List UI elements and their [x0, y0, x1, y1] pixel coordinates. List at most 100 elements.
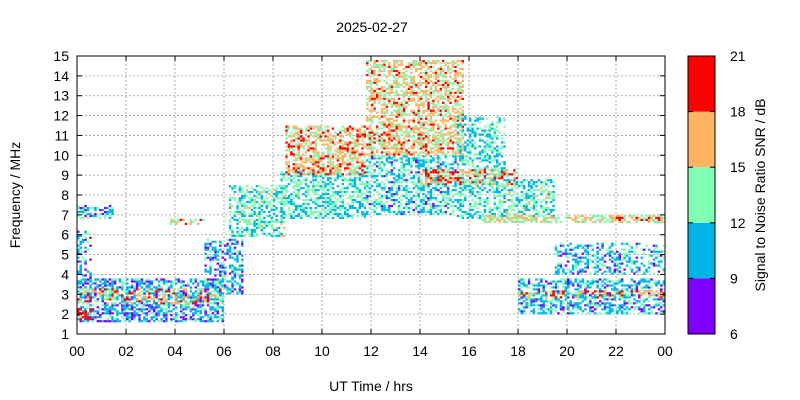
snr-cell	[434, 145, 438, 148]
snr-cell	[476, 165, 479, 168]
snr-cell	[79, 312, 82, 315]
snr-cell	[412, 187, 415, 190]
snr-cell	[500, 169, 504, 172]
snr-cell	[449, 133, 452, 136]
snr-cell	[446, 137, 450, 140]
snr-cell	[446, 115, 450, 118]
snr-cell	[228, 204, 232, 208]
snr-cell	[395, 187, 398, 190]
snr-cell	[140, 290, 144, 293]
snr-cell	[108, 320, 112, 323]
snr-cell	[378, 93, 381, 96]
snr-cell	[211, 306, 215, 309]
snr-cell	[373, 155, 376, 158]
snr-cell	[488, 125, 492, 128]
snr-cell	[126, 288, 129, 291]
snr-cell	[99, 296, 102, 299]
snr-cell	[214, 306, 217, 309]
snr-cell	[464, 171, 467, 174]
snr-cell	[437, 149, 440, 152]
snr-cell	[126, 278, 129, 281]
snr-cell	[515, 181, 519, 184]
snr-cell	[346, 173, 349, 176]
snr-cell	[449, 139, 452, 142]
snr-cell	[77, 290, 80, 293]
snr-cell	[77, 314, 80, 317]
snr-cell	[471, 204, 474, 208]
snr-cell	[329, 169, 332, 172]
snr-cell	[368, 131, 371, 134]
snr-cell	[397, 125, 401, 128]
snr-cell	[275, 195, 278, 198]
snr-cell	[434, 69, 438, 73]
snr-cell	[128, 290, 131, 293]
snr-cell	[287, 195, 291, 198]
snr-cell	[111, 316, 114, 319]
snr-cell	[481, 212, 484, 216]
snr-cell	[393, 67, 396, 71]
snr-cell	[402, 77, 406, 80]
snr-cell	[446, 79, 450, 82]
snr-cell	[89, 276, 92, 279]
snr-cell	[424, 177, 428, 180]
snr-cell	[405, 163, 408, 166]
snr-cell	[410, 77, 413, 80]
snr-cell	[339, 208, 342, 212]
snr-cell	[530, 216, 533, 219]
snr-cell	[393, 195, 396, 198]
snr-cell	[478, 201, 482, 204]
snr-cell	[339, 175, 342, 178]
snr-cell	[79, 298, 82, 301]
snr-cell	[513, 183, 516, 186]
snr-cell	[295, 193, 298, 196]
snr-cell	[358, 179, 362, 182]
snr-cell	[79, 266, 82, 269]
snr-cell	[424, 97, 428, 100]
snr-cell	[397, 201, 401, 204]
snr-cell	[228, 250, 232, 253]
snr-cell	[206, 304, 210, 307]
snr-cell	[219, 316, 222, 319]
snr-cell	[385, 131, 389, 134]
snr-cell	[393, 65, 396, 69]
snr-cell	[451, 173, 455, 176]
snr-cell	[167, 286, 171, 289]
snr-cell	[322, 204, 325, 208]
snr-cell	[326, 153, 330, 156]
snr-cell	[153, 294, 156, 297]
snr-cell	[412, 63, 415, 67]
snr-cell	[231, 268, 234, 271]
snr-cell	[339, 129, 342, 132]
snr-cell	[373, 63, 376, 67]
snr-cell	[513, 171, 516, 174]
snr-cell	[429, 199, 433, 202]
snr-cell	[395, 212, 398, 216]
snr-cell	[130, 308, 134, 311]
snr-cell	[138, 302, 141, 305]
snr-cell	[312, 189, 315, 192]
snr-cell	[427, 197, 430, 200]
snr-cell	[324, 212, 327, 216]
snr-cell	[456, 115, 460, 118]
snr-cell	[400, 202, 403, 206]
snr-cell	[464, 187, 467, 190]
snr-cell	[456, 101, 460, 104]
snr-cell	[378, 173, 381, 176]
snr-cell	[393, 177, 396, 180]
snr-cell	[527, 193, 531, 196]
snr-cell	[268, 201, 271, 204]
snr-cell	[273, 228, 276, 231]
snr-cell	[429, 195, 433, 198]
snr-cell	[344, 155, 347, 158]
snr-cell	[108, 208, 112, 212]
snr-cell	[258, 185, 261, 188]
snr-cell	[473, 147, 477, 150]
snr-cell	[415, 173, 418, 176]
snr-cell	[496, 163, 499, 166]
snr-cell	[334, 137, 337, 140]
snr-cell	[113, 320, 117, 323]
snr-cell	[491, 191, 494, 194]
snr-cell	[292, 204, 295, 208]
snr-cell	[172, 288, 175, 291]
snr-cell	[503, 117, 506, 120]
